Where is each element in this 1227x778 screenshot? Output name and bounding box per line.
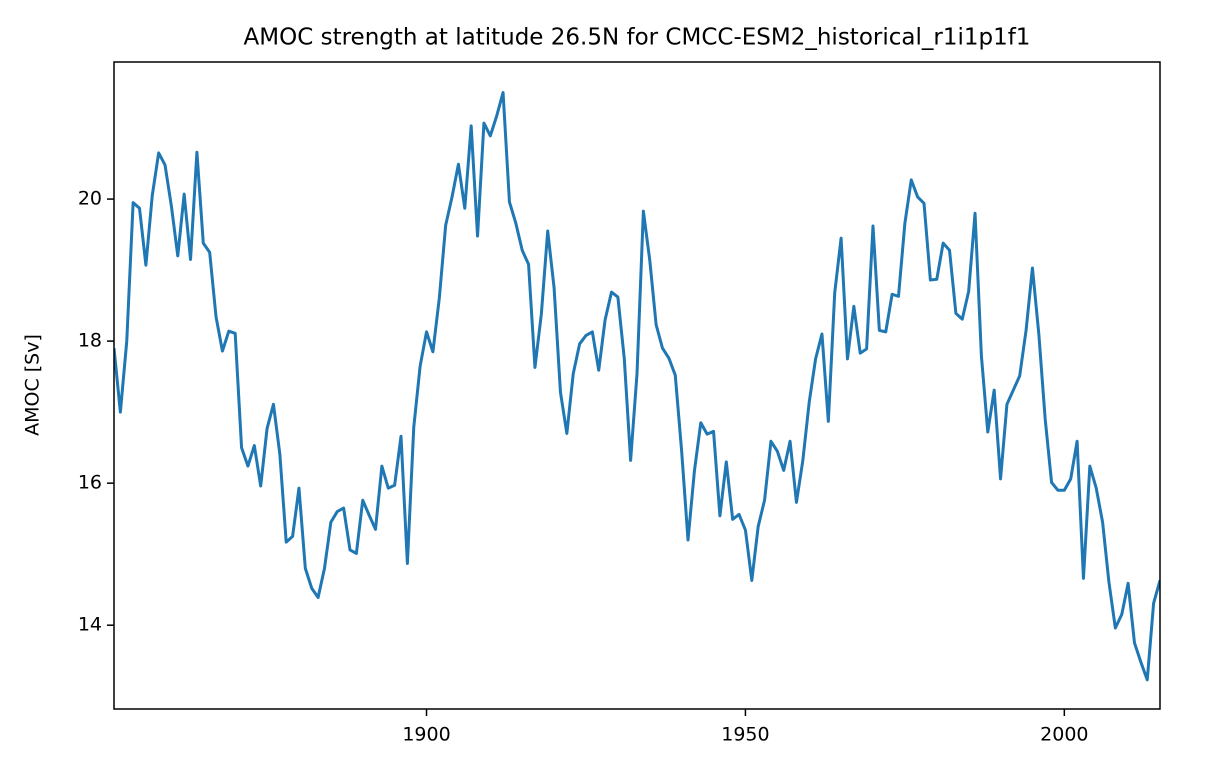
y-axis-label: AMOC [Sv] (22, 334, 44, 436)
y-tick-label: 16 (78, 472, 102, 494)
x-tick-label: 2000 (1040, 724, 1088, 746)
y-tick-label: 20 (78, 188, 102, 210)
plot-frame (113, 61, 1161, 710)
chart-title: AMOC strength at latitude 26.5N for CMCC… (244, 25, 1031, 51)
x-tick-label: 1900 (402, 724, 450, 746)
data-line (114, 91, 1160, 682)
y-tick-label: 18 (78, 330, 102, 352)
x-tick-label: 1950 (721, 724, 769, 746)
y-tick-label: 14 (78, 614, 102, 636)
